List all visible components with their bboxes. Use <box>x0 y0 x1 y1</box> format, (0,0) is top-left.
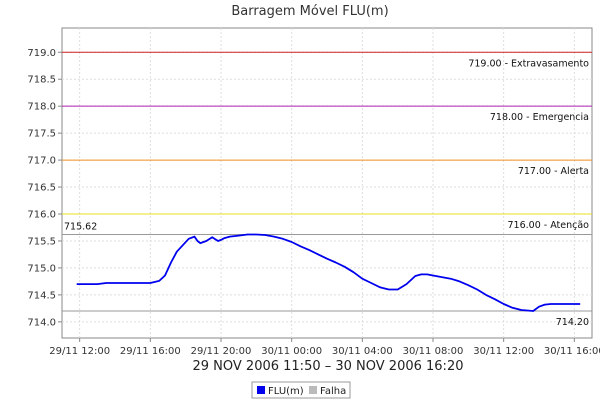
y-tick-label: 718.0 <box>27 102 56 113</box>
y-tick-label: 718.5 <box>27 75 56 86</box>
threshold-label: 717.00 - Alerta <box>518 166 589 177</box>
y-tick-label: 716.5 <box>27 183 56 194</box>
legend-box <box>251 381 351 399</box>
y-tick-label: 714.0 <box>27 317 56 328</box>
legend-swatch <box>309 386 317 394</box>
y-tick-label: 716.0 <box>27 210 56 221</box>
x-tick-label: 29/11 20:00 <box>191 346 252 357</box>
y-tick-label: 715.5 <box>27 236 56 247</box>
x-tick-label: 29/11 16:00 <box>120 346 181 357</box>
x-tick-label: 30/11 08:00 <box>403 346 464 357</box>
series-group <box>76 233 581 312</box>
threshold-label: 716.00 - Atenção <box>508 220 590 231</box>
threshold-label: 719.00 - Extravasamento <box>468 58 589 69</box>
y-tick-label: 717.0 <box>27 156 56 167</box>
plot-area <box>61 27 593 339</box>
x-tick-label: 30/11 12:00 <box>473 346 534 357</box>
x-tick-label: 30/11 16:00 <box>544 346 600 357</box>
legend-label: Falha <box>320 386 346 397</box>
y-tick-label: 719.0 <box>27 48 56 59</box>
legend: FLU(m) Falha <box>251 381 351 399</box>
threshold-label: 718.00 - Emergencia <box>490 112 589 123</box>
legend-swatch <box>257 386 265 394</box>
y-tick-label: 714.5 <box>27 290 56 301</box>
chart-subtitle: 29 NOV 2006 11:50 – 30 NOV 2006 16:20 <box>193 359 464 374</box>
y-axis: 714.0 714.5 715.0 715.5 716.0 716.5 717.0 717.5… <box>27 48 62 328</box>
marker-lines: 715.62 714.20 <box>62 221 592 328</box>
y-tick-label: 715.0 <box>27 263 56 274</box>
threshold-lines: 719.00 - Extravasamento 718.00 - Emergenc… <box>62 51 592 231</box>
chart-title: Barragem Móvel FLU(m) <box>231 4 388 19</box>
x-tick-label: 29/11 12:00 <box>49 346 110 357</box>
x-axis: 29/11 12:00 29/11 16:00 29/11 20:00 30/11 0… <box>49 338 600 357</box>
x-tick-label: 30/11 04:00 <box>332 346 393 357</box>
legend-label: FLU(m) <box>268 386 304 397</box>
marker-label-max: 715.62 <box>64 221 97 232</box>
x-tick-label: 30/11 00:00 <box>261 346 322 357</box>
marker-label-min: 714.20 <box>556 317 589 328</box>
y-tick-label: 717.5 <box>27 129 56 140</box>
series-line-flu <box>76 233 581 312</box>
